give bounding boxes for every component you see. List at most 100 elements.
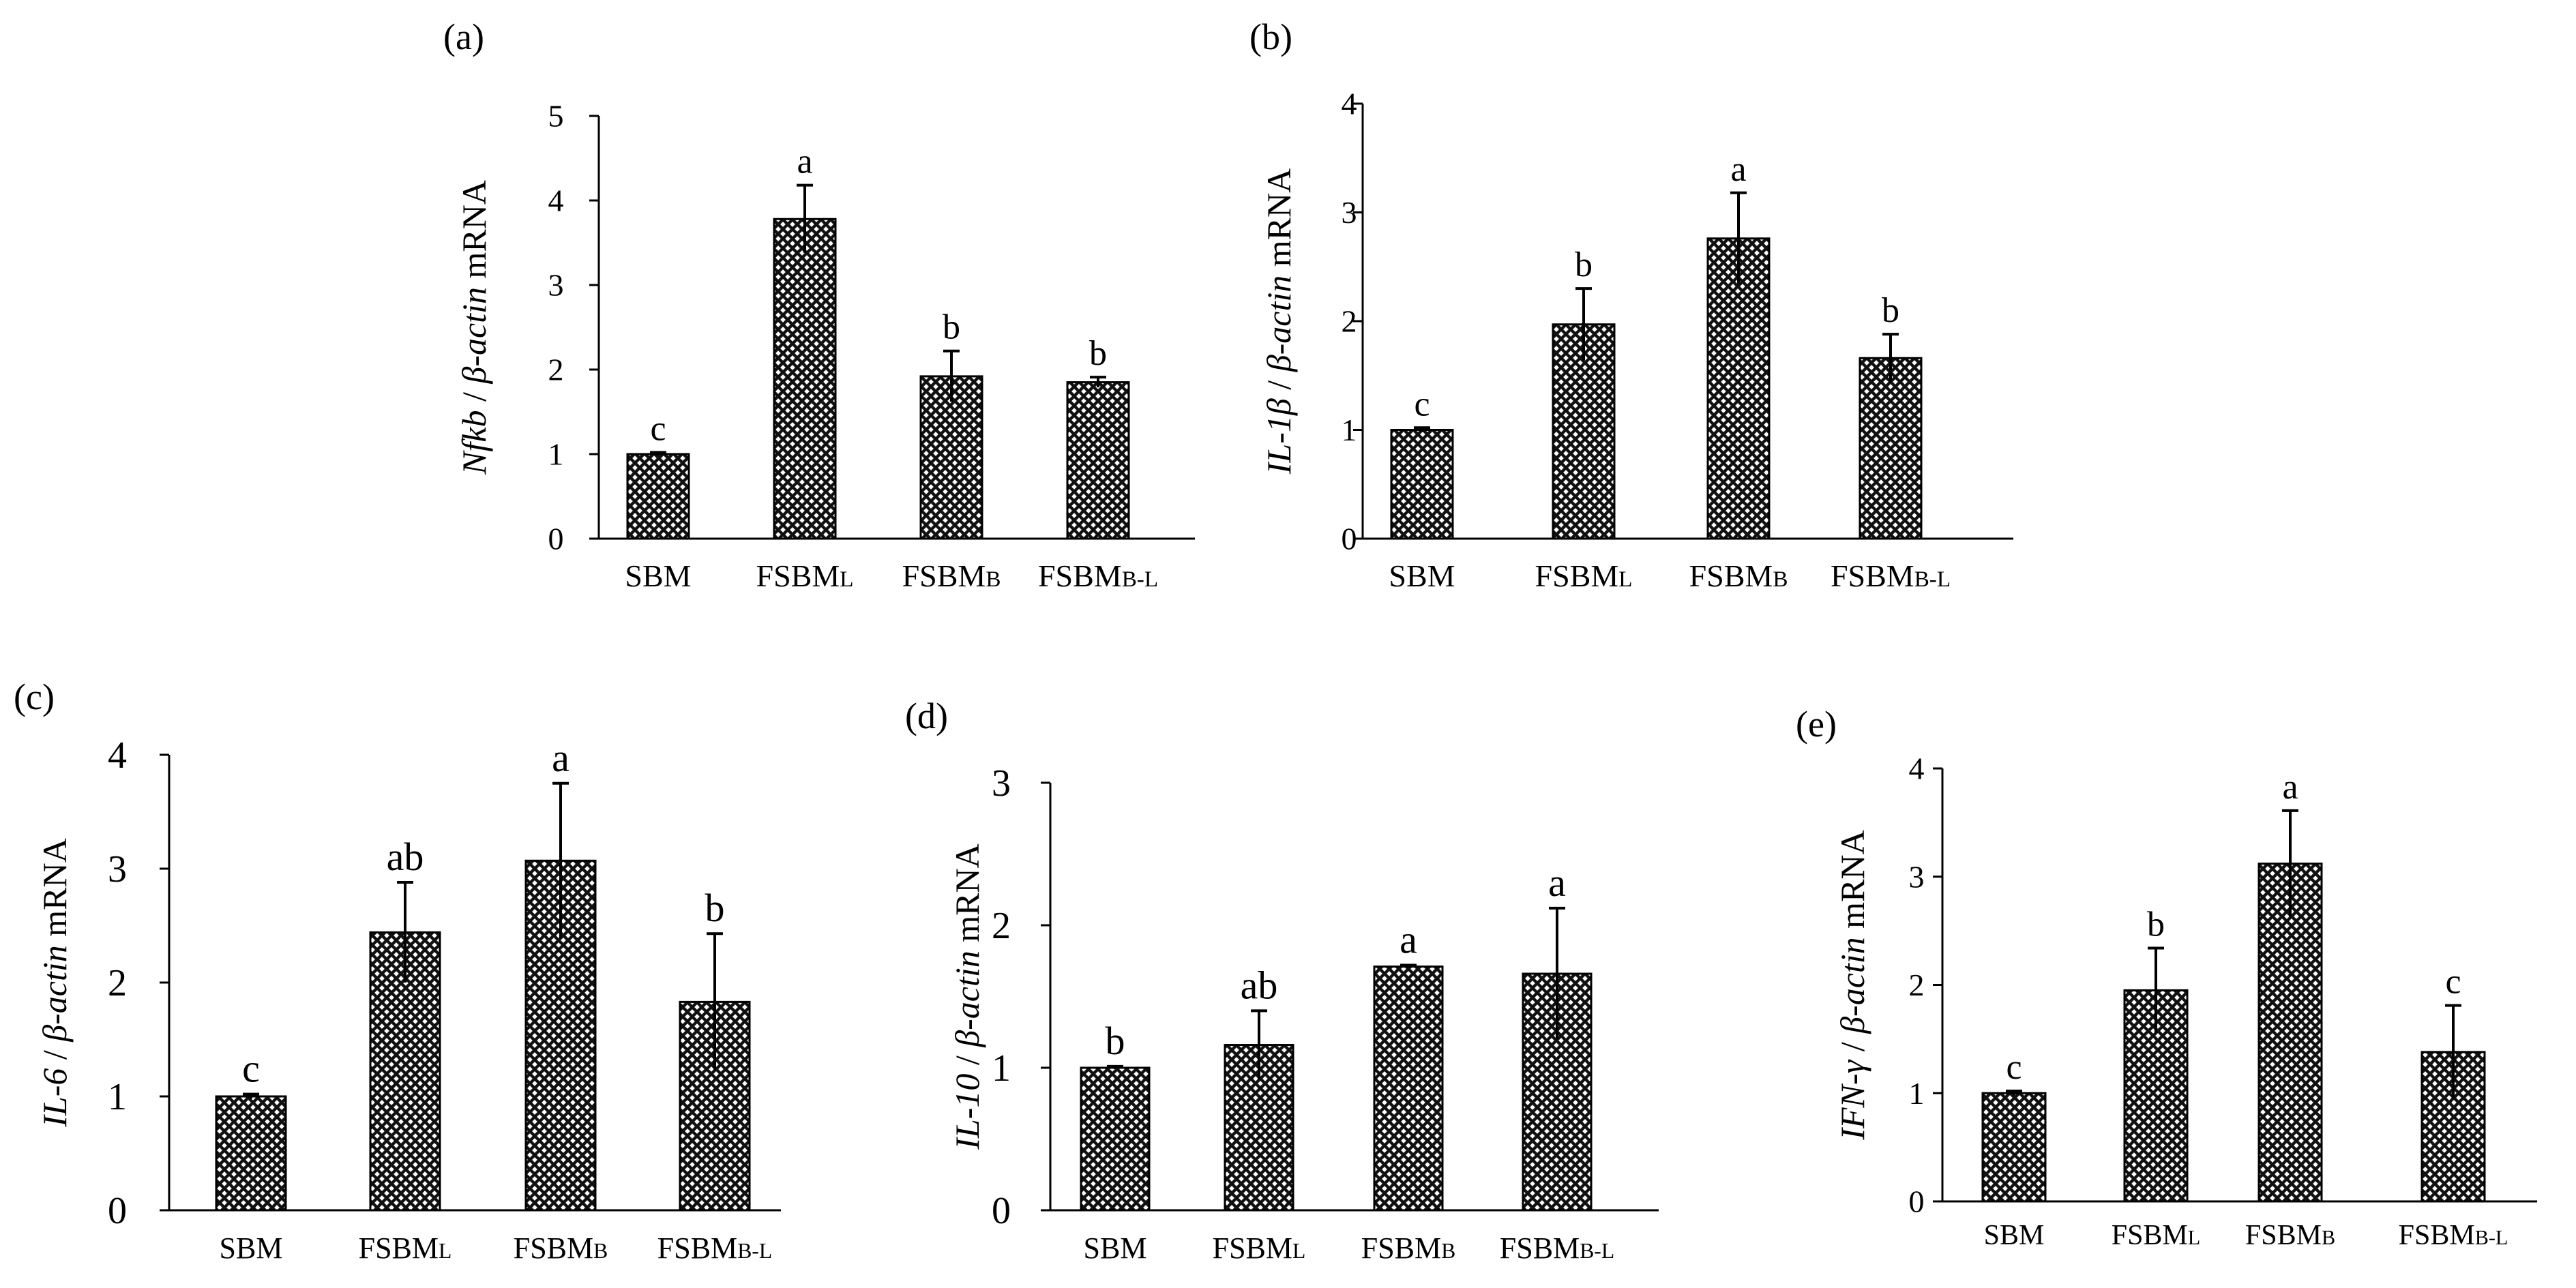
y-axis-label-part: Nfkb: [455, 410, 493, 475]
y-tick-label: 0: [108, 1190, 127, 1232]
significance-letter: b: [1089, 334, 1107, 373]
x-tick-label-main: SBM: [1389, 558, 1455, 593]
x-tick-label-main: FSBM: [1361, 1231, 1441, 1265]
y-axis-label: Nfkb / β-actin mRNA: [455, 180, 493, 475]
significance-letter: c: [2006, 1048, 2022, 1087]
x-tick-label-subscript: B-L: [1122, 567, 1158, 592]
y-axis-label-part: mRNA: [1260, 168, 1298, 275]
x-tick-label: FSBMB: [514, 1231, 608, 1265]
x-tick-label-main: FSBM: [1500, 1231, 1580, 1265]
x-tick-label-subscript: B-L: [1580, 1239, 1614, 1263]
significance-letter: c: [242, 1047, 260, 1091]
bar: [1066, 381, 1130, 540]
x-tick-label-main: FSBM: [1831, 558, 1914, 593]
y-tick-label: 2: [992, 905, 1011, 947]
x-tick-label: FSBMB: [1689, 558, 1788, 593]
significance-letter: c: [1414, 385, 1430, 423]
y-axis-label-part: β-actin: [948, 950, 986, 1048]
y-axis-label-part: mRNA: [948, 843, 986, 950]
bar: [1373, 965, 1444, 1212]
x-tick-label-subscript: B: [593, 1239, 608, 1263]
x-tick-label-main: SBM: [220, 1231, 283, 1265]
y-axis-label-part: /: [1833, 1034, 1871, 1060]
y-axis-label-part: β-actin: [1260, 275, 1298, 373]
significance-letter: a: [2282, 768, 2298, 807]
x-tick-label: FSBMB-L: [657, 1231, 772, 1265]
y-tick-label: 1: [108, 1076, 127, 1118]
y-tick-label: 4: [1909, 751, 1925, 786]
x-tick-label: FSBMB-L: [2399, 1220, 2508, 1251]
significance-letter: ab: [387, 835, 424, 879]
y-tick-label: 0: [1909, 1184, 1925, 1219]
x-tick-label-main: FSBM: [1689, 558, 1773, 593]
panel-label-c: (c): [14, 676, 55, 717]
x-tick-label-main: SBM: [625, 558, 691, 593]
y-tick-label: 4: [548, 183, 564, 218]
x-tick-label: FSBML: [2112, 1220, 2201, 1251]
panel-label-b: (b): [1249, 16, 1292, 57]
significance-letter: b: [1106, 1019, 1125, 1063]
y-tick-label: 4: [108, 734, 127, 777]
x-tick-label-main: FSBM: [1535, 558, 1619, 593]
x-tick-label-main: SBM: [1984, 1220, 2045, 1251]
significance-letter: a: [552, 736, 569, 780]
x-tick-label: FSBMB-L: [1038, 558, 1158, 593]
significance-letter: a: [1548, 860, 1566, 905]
significance-letter: ab: [1241, 963, 1278, 1007]
y-tick-label: 2: [1909, 968, 1925, 1002]
panel-label-e: (e): [1796, 704, 1837, 745]
x-tick-label: FSBMB-L: [1831, 558, 1951, 593]
x-tick-label-subscript: L: [1618, 567, 1632, 592]
y-axis-label-part: /: [455, 384, 493, 410]
x-tick-label-main: FSBM: [2399, 1220, 2475, 1251]
x-tick-label-main: FSBM: [359, 1231, 439, 1265]
significance-letter: b: [943, 308, 960, 347]
y-axis-label: IL-10 / β-actin mRNA: [948, 843, 986, 1150]
x-tick-label-main: FSBM: [2245, 1220, 2322, 1251]
x-tick-label-subscript: B: [1773, 567, 1788, 592]
x-tick-label: FSBML: [1213, 1231, 1306, 1265]
bar: [215, 1095, 287, 1212]
y-tick-label: 1: [1342, 413, 1357, 447]
x-tick-label-subscript: B: [986, 567, 1001, 592]
y-axis-label: IFN-γ / β-actin mRNA: [1833, 830, 1871, 1140]
panel-label-a: (a): [443, 16, 484, 57]
significance-letter: b: [1882, 291, 1899, 330]
x-tick-label-main: FSBM: [2112, 1220, 2188, 1251]
y-tick-label: 1: [548, 437, 564, 472]
y-tick-label: 3: [108, 848, 127, 890]
significance-letter: b: [705, 886, 725, 930]
x-tick-label-main: FSBM: [657, 1231, 737, 1265]
x-tick-label: SBM: [625, 558, 691, 593]
x-tick-label-subscript: B: [2322, 1226, 2335, 1249]
bar: [773, 218, 837, 540]
y-tick-label: 0: [548, 522, 564, 556]
x-tick-label: SBM: [1984, 1220, 2045, 1251]
y-axis-label-part: IL-1β: [1260, 398, 1298, 475]
y-axis-label-part: β-actin: [35, 945, 74, 1043]
significance-letter: a: [797, 143, 812, 181]
y-tick-label: 0: [992, 1190, 1011, 1232]
x-tick-label-subscript: B-L: [2475, 1226, 2508, 1249]
y-axis-label: IL-1β / β-actin mRNA: [1260, 168, 1298, 475]
bar: [1859, 357, 1923, 540]
x-tick-label-subscript: B-L: [1914, 567, 1951, 592]
x-tick-label: FSBMB: [2245, 1220, 2335, 1251]
x-tick-label-subscript: B-L: [737, 1239, 772, 1263]
x-tick-label-main: FSBM: [1038, 558, 1122, 593]
bar: [919, 375, 983, 540]
x-tick-label-subscript: L: [840, 567, 853, 592]
y-axis-label-part: mRNA: [35, 838, 74, 945]
y-axis-label-part: IL-10: [948, 1074, 986, 1150]
panel-label-d: (d): [905, 695, 948, 736]
y-tick-label: 1: [992, 1047, 1011, 1090]
y-tick-label: 3: [1342, 195, 1357, 230]
y-axis-label-part: β-actin: [455, 287, 493, 385]
x-tick-label-subscript: L: [2188, 1226, 2200, 1249]
significance-letter: b: [2147, 905, 2165, 944]
